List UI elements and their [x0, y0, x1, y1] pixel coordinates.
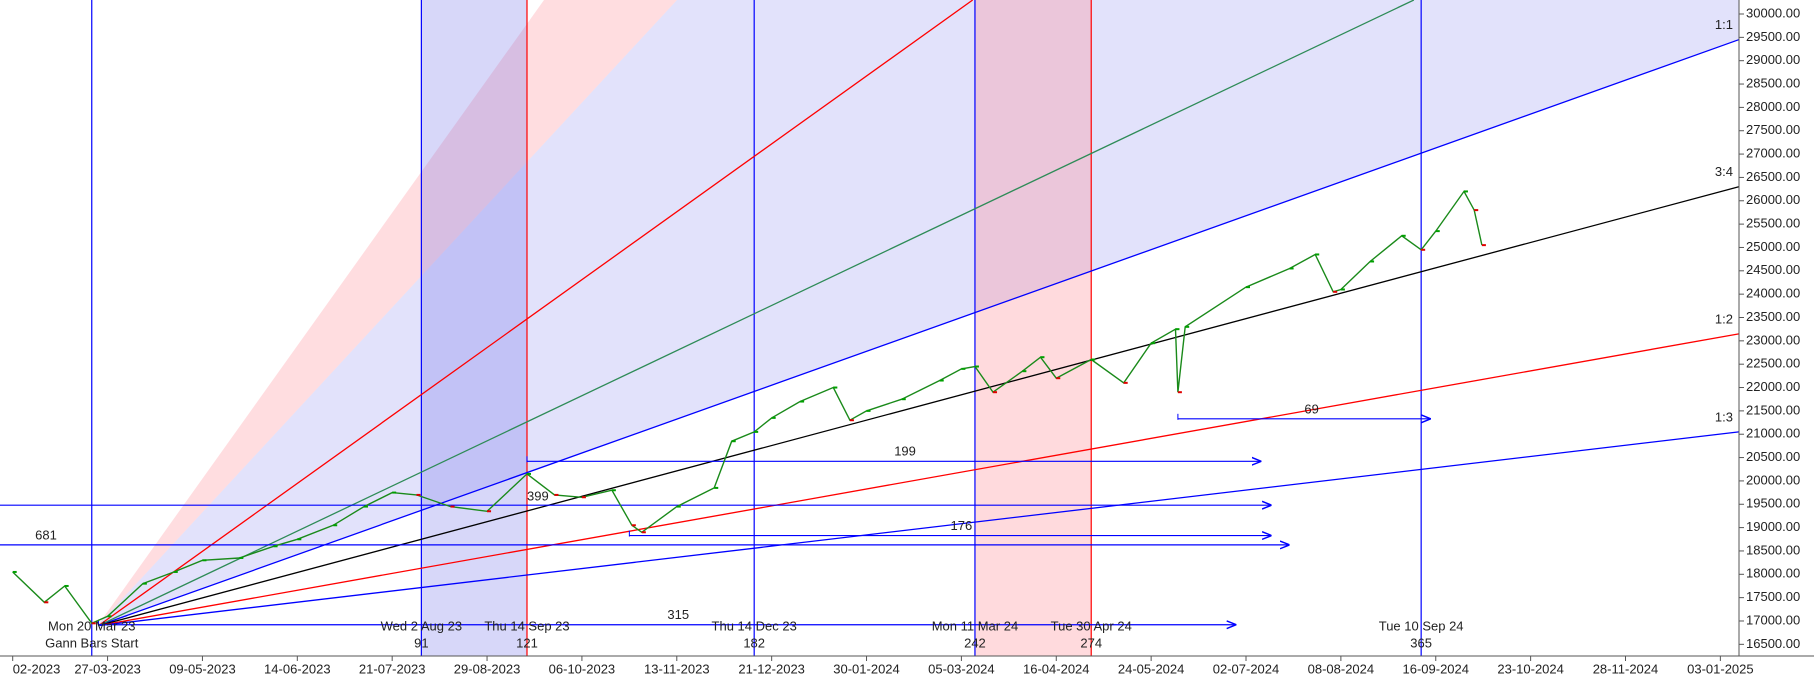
y-tick-label: 24500.00: [1746, 262, 1800, 277]
y-tick-label: 28000.00: [1746, 99, 1800, 114]
y-tick-label: 17000.00: [1746, 612, 1800, 627]
y-tick-label: 18500.00: [1746, 542, 1800, 557]
labels: Mon 20 Mar 23 Gann Bars Start Wed 2 Aug 23…: [35, 17, 1733, 650]
x-tick-label: 21-12-2023: [738, 661, 805, 676]
bands: [98, 0, 1739, 656]
y-tick-label: 24000.00: [1746, 286, 1800, 301]
fan-line: [98, 431, 1739, 627]
time-count: 121: [516, 635, 538, 650]
x-tick-label: 24-05-2024: [1118, 661, 1185, 676]
fan-wedge: [98, 0, 677, 625]
fan-line: [98, 39, 1739, 627]
time-count: 274: [1080, 635, 1102, 650]
y-tick-label: 25000.00: [1746, 239, 1800, 254]
y-tick-label: 19500.00: [1746, 496, 1800, 511]
x-tick-label: 21-07-2023: [359, 661, 426, 676]
x-tick-label: 13-11-2023: [644, 661, 710, 676]
level-label: 315: [667, 607, 689, 622]
fan-label: 1:2: [1715, 311, 1733, 326]
time-count: 182: [743, 635, 765, 650]
x-tick-label: 02-2023: [13, 661, 61, 676]
y-tick-label: 16500.00: [1746, 636, 1800, 651]
time-label: Thu 14 Sep 23: [484, 618, 569, 633]
y-tick-label: 25500.00: [1746, 216, 1800, 231]
fan-label: 1:3: [1715, 409, 1733, 424]
y-tick-label: 29000.00: [1746, 52, 1800, 67]
x-tick-label: 28-11-2024: [1593, 661, 1659, 676]
annotation: 399: [527, 489, 549, 504]
time-label: Mon 20 Mar 23: [48, 618, 135, 633]
x-tick-label: 02-07-2024: [1213, 661, 1280, 676]
y-tick-label: 27500.00: [1746, 122, 1800, 137]
y-tick-label: 29500.00: [1746, 29, 1800, 44]
x-tick-label: 06-10-2023: [549, 661, 616, 676]
x-tick-label: 30-01-2024: [833, 661, 900, 676]
x-tick-label: 09-05-2023: [169, 661, 236, 676]
fan-label: 3:4: [1715, 164, 1733, 179]
time-label: Tue 10 Sep 24: [1379, 618, 1464, 633]
x-tick-label: 14-06-2023: [264, 661, 331, 676]
time-band: [421, 0, 527, 656]
y-tick-label: 20000.00: [1746, 472, 1800, 487]
level-label: 681: [35, 527, 57, 542]
time-count: 91: [414, 635, 428, 650]
fan-line: [98, 0, 1415, 627]
x-tick-label: 16-04-2024: [1023, 661, 1090, 676]
time-label: Wed 2 Aug 23: [381, 618, 462, 633]
time-count: 242: [964, 635, 986, 650]
price-line: [12, 190, 1483, 625]
x-tick-label: 08-08-2024: [1308, 661, 1375, 676]
time-label: Thu 14 Dec 23: [712, 618, 797, 633]
fan-line: [98, 333, 1739, 627]
y-tick-label: 26500.00: [1746, 169, 1800, 184]
fan-line: [98, 0, 974, 627]
plot: [0, 0, 1739, 656]
level-label: 69: [1304, 401, 1318, 416]
y-tick-label: 26000.00: [1746, 192, 1800, 207]
x-tick-label: 03-01-2025: [1687, 661, 1754, 676]
y-tick-label: 28500.00: [1746, 75, 1800, 90]
y-tick-label: 17500.00: [1746, 589, 1800, 604]
fan-line: [98, 186, 1739, 627]
time-count: 365: [1410, 635, 1432, 650]
time-label: Mon 11 Mar 24: [932, 618, 1018, 633]
x-tick-label: 05-03-2024: [928, 661, 995, 676]
y-tick-label: 21000.00: [1746, 426, 1800, 441]
y-tick-label: 18000.00: [1746, 566, 1800, 581]
y-tick-label: 20500.00: [1746, 449, 1800, 464]
level-label: 199: [894, 444, 916, 459]
y-tick-label: 30000.00: [1746, 5, 1800, 20]
fan-zone: [98, 0, 1739, 625]
x-tick-label: 23-10-2024: [1497, 661, 1564, 676]
time-band: [974, 0, 1092, 656]
x-tick-label: 29-08-2023: [454, 661, 521, 676]
x-tick-label: 16-09-2024: [1403, 661, 1470, 676]
x-tick-label: 27-03-2023: [74, 661, 141, 676]
y-tick-label: 23000.00: [1746, 332, 1800, 347]
time-count: Gann Bars Start: [45, 635, 139, 650]
fan-label: 1:1: [1715, 17, 1733, 32]
time-label: Tue 30 Apr 24: [1051, 618, 1132, 633]
y-tick-label: 21500.00: [1746, 402, 1800, 417]
y-tick-label: 27000.00: [1746, 146, 1800, 161]
y-tick-label: 22000.00: [1746, 379, 1800, 394]
y-tick-label: 19000.00: [1746, 519, 1800, 534]
y-tick-label: 22500.00: [1746, 356, 1800, 371]
y-tick-label: 23500.00: [1746, 309, 1800, 324]
level-label: 176: [951, 518, 973, 533]
